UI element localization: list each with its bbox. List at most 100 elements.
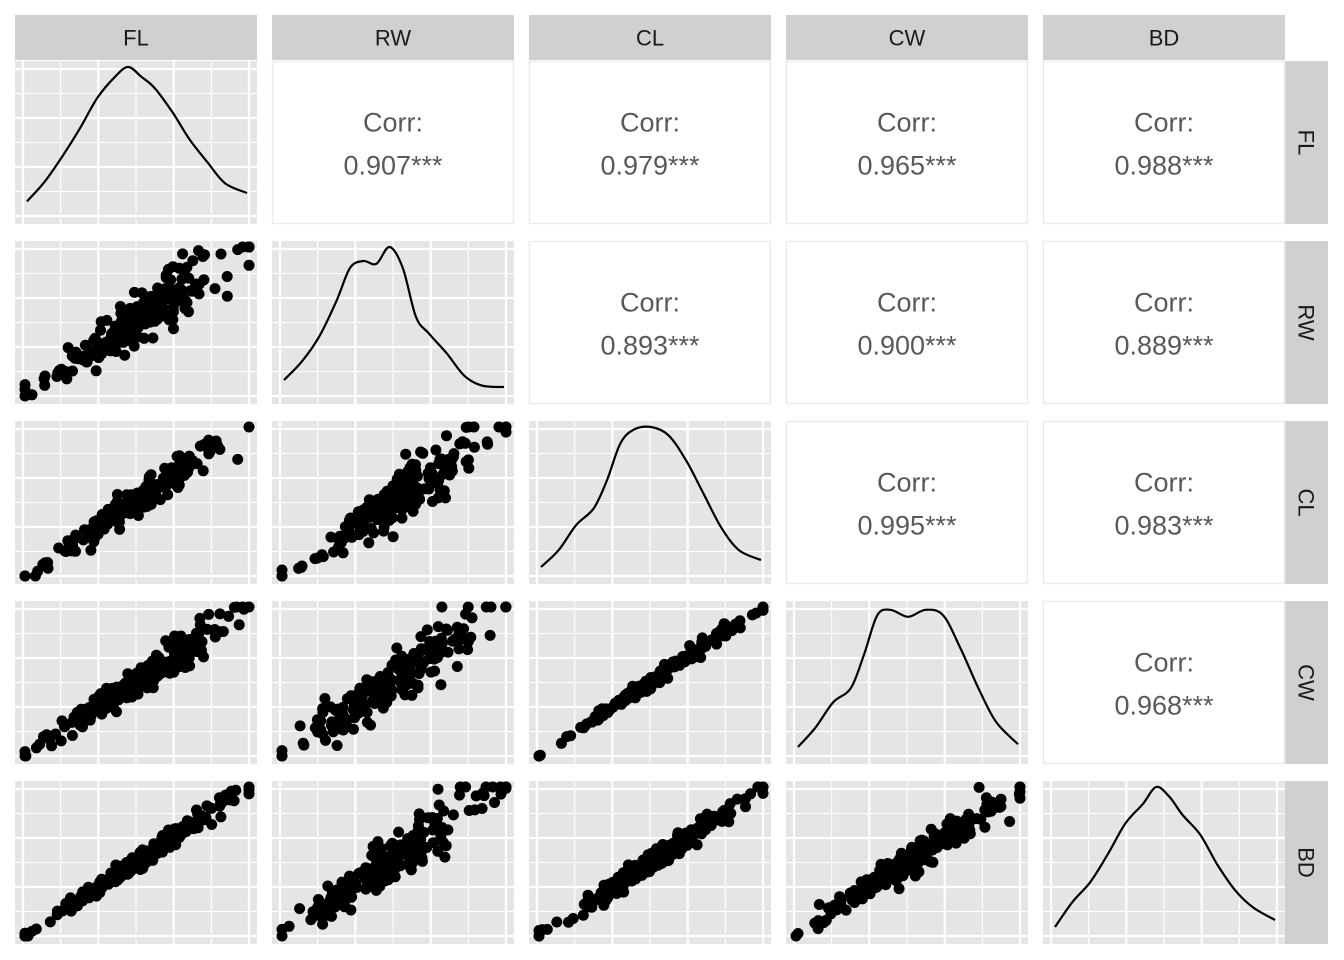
data-point — [438, 805, 450, 817]
data-point — [813, 899, 825, 910]
data-point — [39, 370, 51, 382]
data-point — [215, 248, 227, 260]
data-point — [734, 615, 746, 627]
data-point — [364, 868, 376, 880]
data-point — [470, 790, 482, 802]
scatter-panel-bd-vs-cl — [529, 781, 771, 944]
data-point — [739, 793, 751, 805]
panel-border — [528, 240, 772, 405]
row-strip-cl: CL — [1285, 421, 1328, 584]
data-point — [829, 899, 840, 911]
data-point — [94, 882, 106, 893]
data-point — [361, 878, 373, 890]
data-point — [453, 643, 465, 655]
correlation-panel-fl-rw: Corr: 0.907*** — [271, 60, 515, 225]
data-point — [221, 290, 233, 302]
data-point — [365, 719, 376, 731]
data-point — [220, 789, 231, 801]
data-point — [931, 842, 943, 853]
data-point — [151, 479, 163, 490]
data-point — [995, 801, 1007, 812]
correlation-panel-cw-bd: Corr: 0.968*** — [1042, 600, 1286, 765]
data-point — [468, 441, 480, 453]
data-point — [276, 570, 288, 582]
data-point — [637, 854, 649, 866]
data-point — [922, 839, 934, 851]
data-point — [141, 500, 153, 512]
panel-border — [1042, 60, 1286, 225]
data-point — [585, 716, 597, 728]
strip-label: CL — [1294, 488, 1319, 516]
data-point — [132, 688, 144, 700]
correlation-label: Corr: — [363, 108, 423, 138]
data-point — [1004, 816, 1016, 827]
data-point — [731, 793, 743, 805]
data-point — [384, 681, 396, 693]
data-point — [128, 340, 140, 352]
data-point — [163, 314, 175, 326]
data-point — [176, 285, 188, 296]
data-point — [198, 439, 210, 450]
scatter-panel-cl-vs-fl — [15, 421, 257, 584]
data-point — [61, 373, 73, 385]
data-point — [196, 810, 207, 822]
strip-label: BD — [1294, 847, 1319, 878]
data-point — [204, 802, 216, 814]
data-point — [159, 283, 171, 295]
data-point — [355, 686, 367, 698]
data-point — [243, 421, 255, 433]
data-point — [145, 469, 157, 481]
data-point — [163, 263, 174, 275]
data-point — [410, 498, 422, 510]
data-point — [416, 852, 428, 864]
data-point — [674, 845, 686, 857]
strip-background — [529, 15, 771, 60]
data-point — [81, 356, 93, 368]
data-point — [551, 916, 563, 928]
data-point — [392, 857, 404, 869]
correlation-panel-rw-cw: Corr: 0.900*** — [785, 240, 1029, 405]
data-point — [168, 323, 179, 335]
data-point — [427, 496, 438, 507]
data-point — [65, 905, 77, 917]
data-point — [193, 627, 205, 639]
data-point — [403, 665, 415, 677]
data-point — [343, 525, 355, 536]
data-point — [680, 837, 692, 849]
data-point — [391, 642, 403, 654]
data-point — [415, 446, 427, 458]
column-strip-rw: RW — [272, 15, 514, 60]
strip-label: FL — [1294, 130, 1319, 156]
data-point — [429, 818, 441, 830]
data-point — [71, 897, 83, 909]
data-point — [124, 671, 136, 683]
data-point — [347, 723, 359, 735]
correlation-panel-fl-cw: Corr: 0.965*** — [785, 60, 1029, 225]
data-point — [135, 303, 146, 315]
data-point — [980, 792, 992, 804]
data-point — [317, 901, 329, 913]
data-point — [396, 684, 408, 696]
data-point — [462, 454, 474, 466]
data-point — [30, 742, 42, 754]
data-point — [377, 850, 389, 862]
strip-label: CL — [636, 26, 664, 51]
data-point — [276, 930, 288, 942]
correlation-value: 0.979*** — [600, 151, 700, 181]
panel-border — [528, 60, 772, 225]
data-point — [407, 830, 419, 842]
data-point — [790, 930, 802, 942]
data-point — [860, 877, 871, 888]
data-point — [462, 636, 474, 648]
scatter-panel-bd-vs-cw — [786, 781, 1028, 944]
data-point — [612, 871, 624, 883]
data-point — [890, 871, 902, 883]
data-point — [368, 527, 380, 539]
data-point — [294, 720, 306, 732]
data-point — [168, 666, 180, 678]
correlation-panel-fl-bd: Corr: 0.988*** — [1042, 60, 1286, 225]
data-point — [231, 601, 243, 613]
data-point — [331, 740, 343, 751]
data-point — [214, 798, 226, 810]
